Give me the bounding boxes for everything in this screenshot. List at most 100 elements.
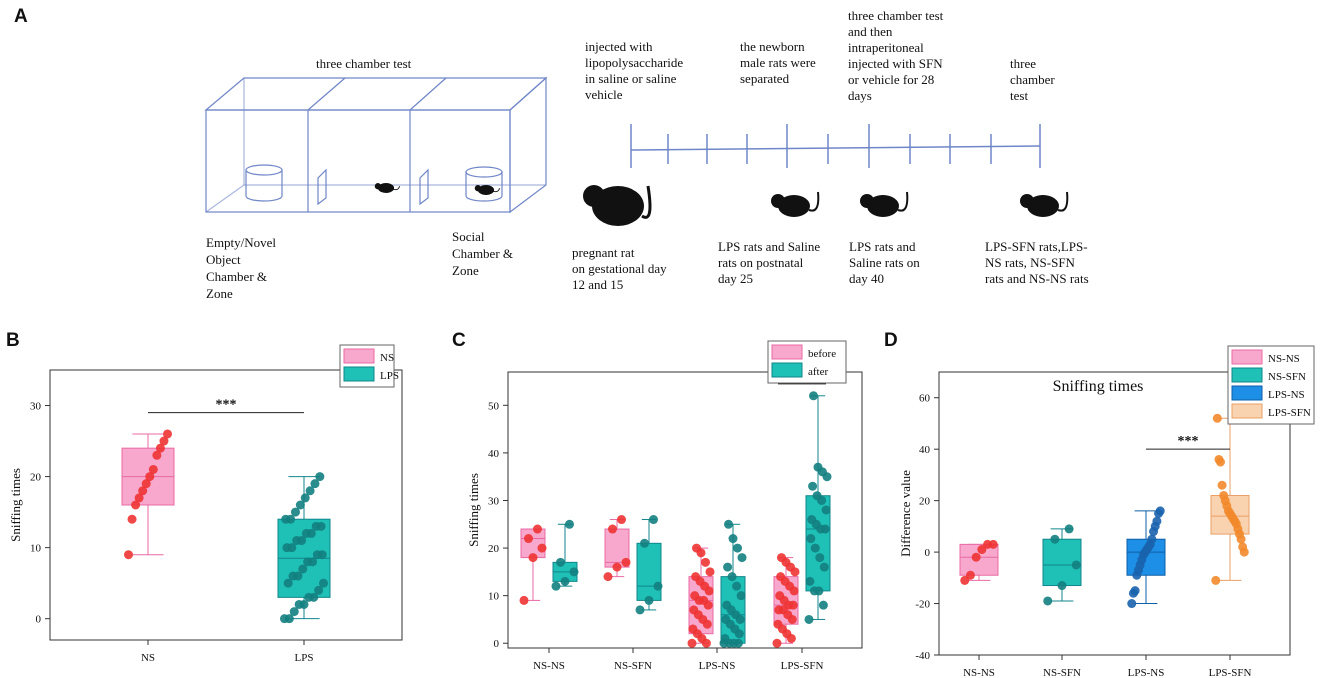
- data-point: [687, 638, 697, 648]
- data-point: [728, 534, 738, 544]
- data-point: [308, 557, 318, 567]
- rat-icon: [771, 191, 820, 217]
- data-point: [701, 557, 710, 567]
- data-point: [299, 599, 309, 609]
- data-point: [690, 591, 700, 601]
- data-point: [723, 562, 733, 572]
- data-point: [608, 524, 617, 534]
- y-tick-label: 40: [488, 448, 500, 460]
- legend-swatch: [1231, 367, 1263, 383]
- data-point: [1155, 506, 1165, 516]
- data-point: [1217, 480, 1227, 490]
- data-point: [808, 481, 818, 491]
- legend-label: LPS-SFN: [1268, 407, 1311, 419]
- data-point: [537, 543, 547, 553]
- three-chamber-apparatus: [204, 76, 548, 214]
- data-point: [306, 528, 316, 538]
- data-point: [821, 505, 831, 515]
- data-point: [1147, 534, 1157, 544]
- significance-label: ***: [1178, 434, 1199, 449]
- data-point: [733, 543, 742, 553]
- data-point: [309, 592, 319, 602]
- pregnant-rat-icon: [583, 185, 652, 226]
- data-point: [1071, 560, 1081, 570]
- y-tick-label: 20: [919, 496, 931, 508]
- chart-d: -40 -20 0 20 40 60 NS-NS NS-SFN LPS-NS LPS-SFN Dif…: [898, 345, 1315, 678]
- box: [520, 528, 546, 559]
- legend-label: after: [808, 366, 828, 378]
- data-point: [131, 500, 141, 510]
- rat-icon: [1020, 191, 1069, 217]
- data-point: [804, 614, 814, 624]
- data-point: [705, 567, 715, 577]
- data-point: [777, 553, 786, 563]
- panel-a: A three chamber test: [14, 6, 1091, 301]
- data-point: [1064, 524, 1074, 534]
- legend-swatch: [1231, 349, 1263, 365]
- y-tick-label: 0: [494, 638, 500, 650]
- timeline: [630, 124, 1041, 168]
- data-point: [1211, 575, 1221, 585]
- y-tick-label: 10: [30, 543, 42, 555]
- panel-a-letter: A: [14, 6, 28, 27]
- data-point: [1127, 599, 1137, 609]
- data-point: [1238, 542, 1248, 552]
- data-point: [315, 472, 325, 482]
- data-point: [319, 578, 328, 588]
- y-tick-label: 60: [919, 393, 931, 405]
- data-point: [519, 595, 529, 605]
- data-point: [737, 553, 747, 563]
- data-point: [127, 514, 137, 524]
- data-point: [159, 436, 169, 446]
- data-point: [314, 585, 324, 595]
- legend-label: before: [808, 348, 836, 360]
- data-point: [569, 567, 579, 577]
- rat-icon: [860, 191, 909, 217]
- data-point: [965, 570, 975, 580]
- rat-icon: [374, 183, 400, 193]
- y-tick-label: 20: [30, 472, 42, 484]
- y-tick-label: 30: [30, 401, 42, 413]
- legend-label: LPS-NS: [1268, 389, 1305, 401]
- timeline-bottom-note-2: LPS rats and Saline rats on postnatal da…: [718, 239, 823, 286]
- data-point: [960, 575, 970, 585]
- data-point: [720, 633, 730, 643]
- right-zone-label: Social Chamber & Zone: [452, 229, 516, 278]
- left-zone-label: Empty/Novel Object Chamber & Zone: [206, 235, 279, 301]
- data-point: [152, 450, 162, 460]
- timeline-note-1: injected with lipopolysaccharide in sali…: [585, 39, 686, 102]
- timeline-note-2: the newborn male rats were separated: [740, 39, 819, 86]
- data-point: [1057, 581, 1067, 591]
- chart-title: Sniffing times: [1053, 378, 1144, 395]
- data-point: [688, 624, 698, 634]
- data-point: [809, 586, 819, 596]
- data-point: [807, 515, 817, 525]
- plot-frame: [49, 369, 403, 641]
- x-tick-label: NS-NS: [533, 660, 565, 672]
- data-point: [124, 550, 133, 560]
- legend-swatch: [771, 344, 803, 360]
- panel-d-letter: D: [884, 330, 898, 351]
- data-point: [635, 605, 645, 615]
- legend-swatch: [1231, 403, 1263, 419]
- plot-frame: [938, 371, 1291, 656]
- data-point: [283, 578, 293, 588]
- data-point: [284, 614, 294, 624]
- data-point: [617, 515, 626, 525]
- data-point: [971, 552, 981, 562]
- significance-label: ***: [216, 398, 237, 413]
- y-tick-label: 20: [488, 543, 500, 555]
- data-point: [533, 524, 542, 534]
- data-point: [155, 443, 165, 453]
- data-point: [141, 479, 151, 489]
- timeline-bottom-note-4: LPS-SFN rats,LPS- NS rats, NS-SFN rats a…: [985, 239, 1091, 286]
- data-point: [138, 486, 148, 496]
- empty-cup-icon: [245, 164, 283, 202]
- data-point: [1212, 413, 1222, 423]
- x-tick-label: LPS: [295, 652, 314, 664]
- data-point: [310, 479, 320, 489]
- x-tick-label: LPS-SFN: [781, 660, 824, 672]
- data-point: [556, 557, 565, 567]
- legend-label: NS: [380, 352, 394, 364]
- data-point: [806, 534, 816, 544]
